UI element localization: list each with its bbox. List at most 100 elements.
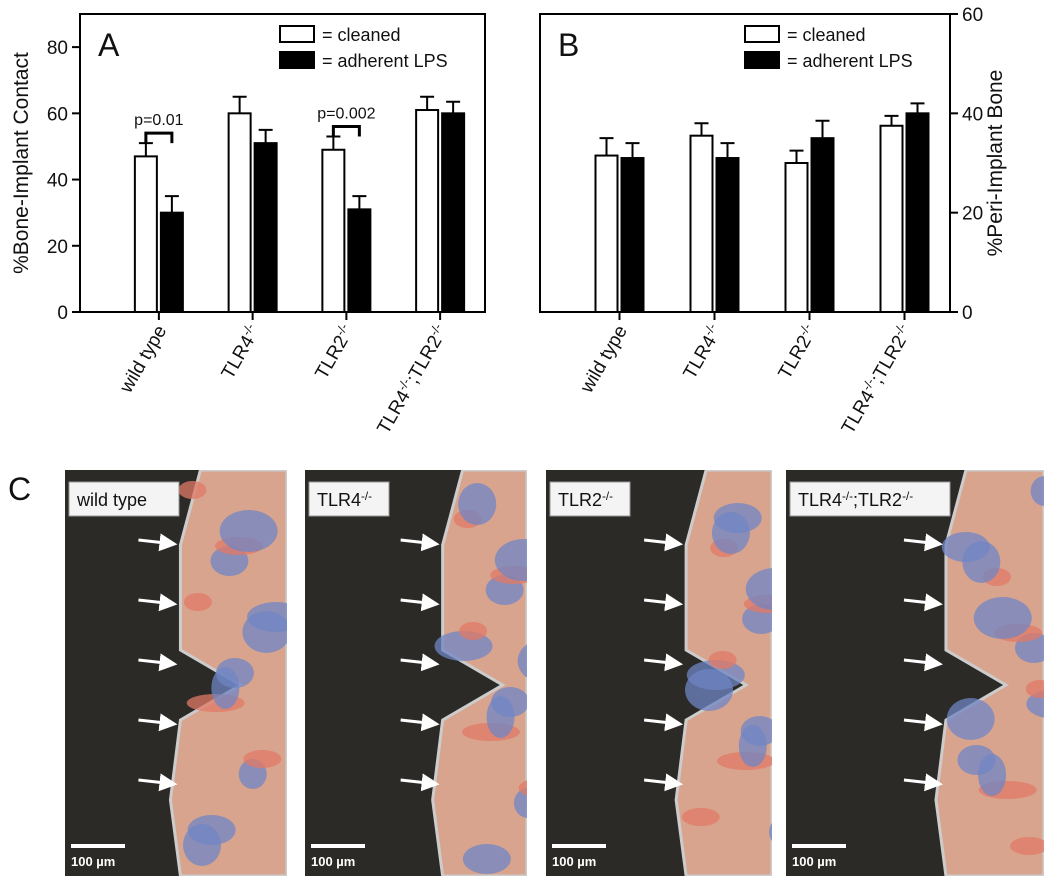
error-bar <box>720 142 735 159</box>
x-tick-label: TLR4-/-;TLR2-/- <box>372 321 453 438</box>
bar <box>715 157 740 313</box>
bar <box>689 134 714 313</box>
stain <box>973 597 1032 639</box>
bar <box>415 109 440 314</box>
legend-swatch <box>744 25 780 43</box>
y-tick-label: 80 <box>47 38 68 59</box>
error-bar <box>420 95 435 111</box>
scale-bar-label: 100 µm <box>552 854 596 869</box>
label-box <box>789 481 951 517</box>
micrograph: wild type 100 µm <box>65 470 287 876</box>
y-axis-title: %Bone-Implant Contact <box>10 52 33 274</box>
error-bar <box>352 195 367 210</box>
legend-swatch <box>279 51 315 69</box>
arrow <box>138 653 178 672</box>
arrow <box>643 773 684 792</box>
stain <box>187 815 236 845</box>
p-value: p=0.01 <box>134 112 183 129</box>
error-bar <box>138 142 153 157</box>
panel-label: B <box>558 27 579 63</box>
stain <box>957 745 996 775</box>
stain <box>459 622 488 640</box>
x-tick-label: wild type <box>576 322 632 397</box>
bar <box>253 142 278 313</box>
arrow <box>643 593 684 612</box>
arrow <box>903 533 943 552</box>
stain <box>1010 837 1044 855</box>
stain <box>745 568 772 610</box>
arrow <box>400 533 440 552</box>
stain <box>494 539 527 581</box>
y-tick-label: 20 <box>47 237 68 258</box>
bar <box>810 137 835 313</box>
y-axis-title: %Peri-Implant Bone <box>984 70 1007 257</box>
legend-swatch <box>744 51 780 69</box>
arrow <box>903 593 943 612</box>
stain <box>243 750 282 768</box>
arrow <box>643 713 684 732</box>
scale-bar-label: 100 µm <box>71 854 115 869</box>
arrow <box>643 533 684 552</box>
stain <box>247 602 287 632</box>
x-tick-label: TLR4-/- <box>216 321 265 383</box>
label-box <box>549 481 631 517</box>
legend-label: = cleaned <box>787 25 866 45</box>
arrow <box>903 713 943 732</box>
stain <box>941 532 990 562</box>
stain <box>946 698 995 740</box>
significance-bracket <box>331 125 361 137</box>
error-bar <box>258 128 273 144</box>
arrow <box>138 593 178 612</box>
bar <box>347 208 372 314</box>
p-value: p=0.002 <box>317 106 375 123</box>
y-tick-label: 60 <box>962 5 983 26</box>
error-bar <box>910 102 925 114</box>
bar <box>784 162 809 313</box>
panel-label: C <box>8 471 31 507</box>
significance-bracket <box>144 131 174 144</box>
bar <box>227 112 252 314</box>
error-bar <box>326 135 341 150</box>
arrow <box>400 593 440 612</box>
legend-label: = adherent LPS <box>322 51 448 71</box>
error-bar <box>164 195 179 213</box>
bar <box>321 148 346 313</box>
y-tick-label: 0 <box>962 303 973 324</box>
arrow <box>903 653 943 672</box>
stain <box>462 844 511 874</box>
stain <box>1030 476 1044 506</box>
error-bar <box>789 149 804 163</box>
y-tick-label: 0 <box>57 303 68 324</box>
legend-label: = cleaned <box>322 25 401 45</box>
stain <box>215 658 254 688</box>
error-bar <box>599 137 614 156</box>
stain <box>518 780 527 796</box>
scale-bar-label: 100 µm <box>792 854 836 869</box>
micrograph: TLR4-/-;TLR2-/- 100 µm <box>786 470 1044 876</box>
y-tick-label: 60 <box>47 104 68 125</box>
image-label: TLR2-/- <box>558 490 613 511</box>
x-tick-label: wild type <box>116 322 172 397</box>
stain <box>740 716 772 746</box>
error-bar <box>625 142 640 159</box>
arrow <box>903 773 943 792</box>
bar <box>133 155 158 313</box>
stain <box>708 651 737 669</box>
image-label: TLR4-/-;TLR2-/- <box>798 490 913 511</box>
error-bar <box>232 95 247 114</box>
arrow <box>400 713 440 732</box>
stain <box>517 644 527 678</box>
error-bar <box>446 100 461 114</box>
x-tick-label: TLR4-/- <box>678 321 727 383</box>
legend-label: = adherent LPS <box>787 51 913 71</box>
error-bar <box>884 114 899 126</box>
scale-bar-label: 100 µm <box>311 854 355 869</box>
y-tick-label: 40 <box>47 171 68 192</box>
stain <box>458 483 497 525</box>
stain <box>1025 680 1044 698</box>
y-tick-label: 20 <box>962 204 983 225</box>
bar <box>441 112 466 314</box>
stain <box>219 510 278 552</box>
stain <box>681 808 720 826</box>
legend-swatch <box>279 25 315 43</box>
